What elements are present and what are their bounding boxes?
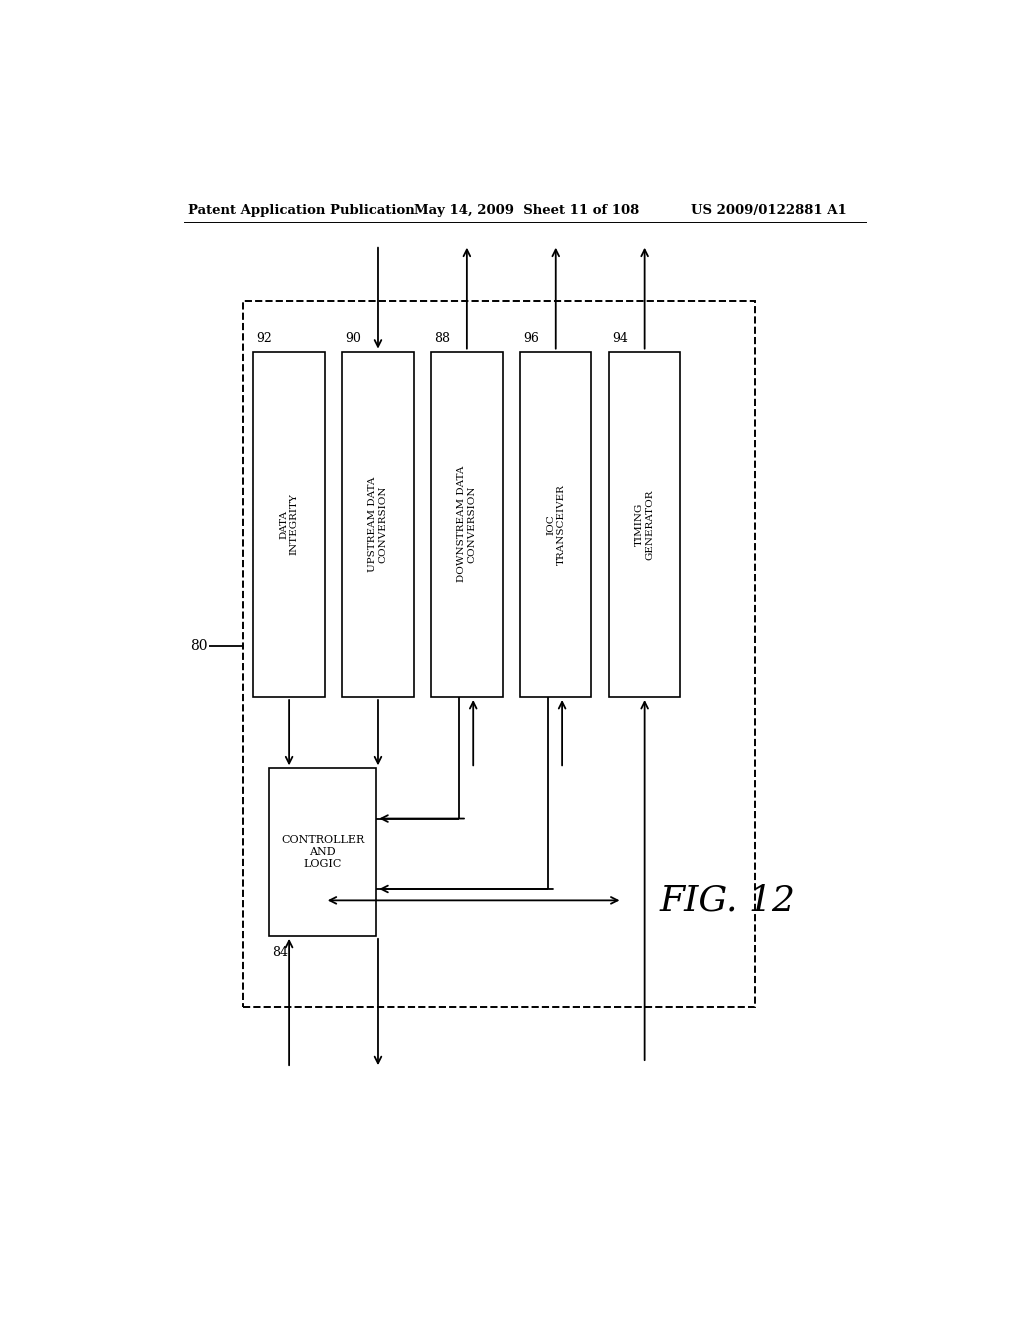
Text: DOWNSTREAM DATA
CONVERSION: DOWNSTREAM DATA CONVERSION <box>457 466 476 582</box>
Bar <box>269 768 377 936</box>
Text: US 2009/0122881 A1: US 2009/0122881 A1 <box>691 205 847 216</box>
Text: May 14, 2009  Sheet 11 of 108: May 14, 2009 Sheet 11 of 108 <box>414 205 639 216</box>
Text: 88: 88 <box>434 333 451 346</box>
Bar <box>253 351 325 697</box>
Bar <box>431 351 503 697</box>
Bar <box>520 351 592 697</box>
Text: IOC
TRANSCEIVER: IOC TRANSCEIVER <box>546 484 565 565</box>
Bar <box>609 351 680 697</box>
Text: 94: 94 <box>612 333 628 346</box>
Text: UPSTREAM DATA
CONVERSION: UPSTREAM DATA CONVERSION <box>369 477 388 572</box>
Text: DATA
INTEGRITY: DATA INTEGRITY <box>280 494 299 556</box>
Text: 80: 80 <box>189 639 207 653</box>
Text: TIMING
GENERATOR: TIMING GENERATOR <box>635 488 654 560</box>
Text: 90: 90 <box>345 333 361 346</box>
Text: 84: 84 <box>272 946 289 960</box>
Text: FIG. 12: FIG. 12 <box>659 883 796 917</box>
Text: 92: 92 <box>257 333 272 346</box>
Bar <box>243 301 755 1007</box>
Text: CONTROLLER
AND
LOGIC: CONTROLLER AND LOGIC <box>282 836 365 869</box>
Text: Patent Application Publication: Patent Application Publication <box>187 205 415 216</box>
Text: 96: 96 <box>523 333 539 346</box>
Bar <box>342 351 414 697</box>
